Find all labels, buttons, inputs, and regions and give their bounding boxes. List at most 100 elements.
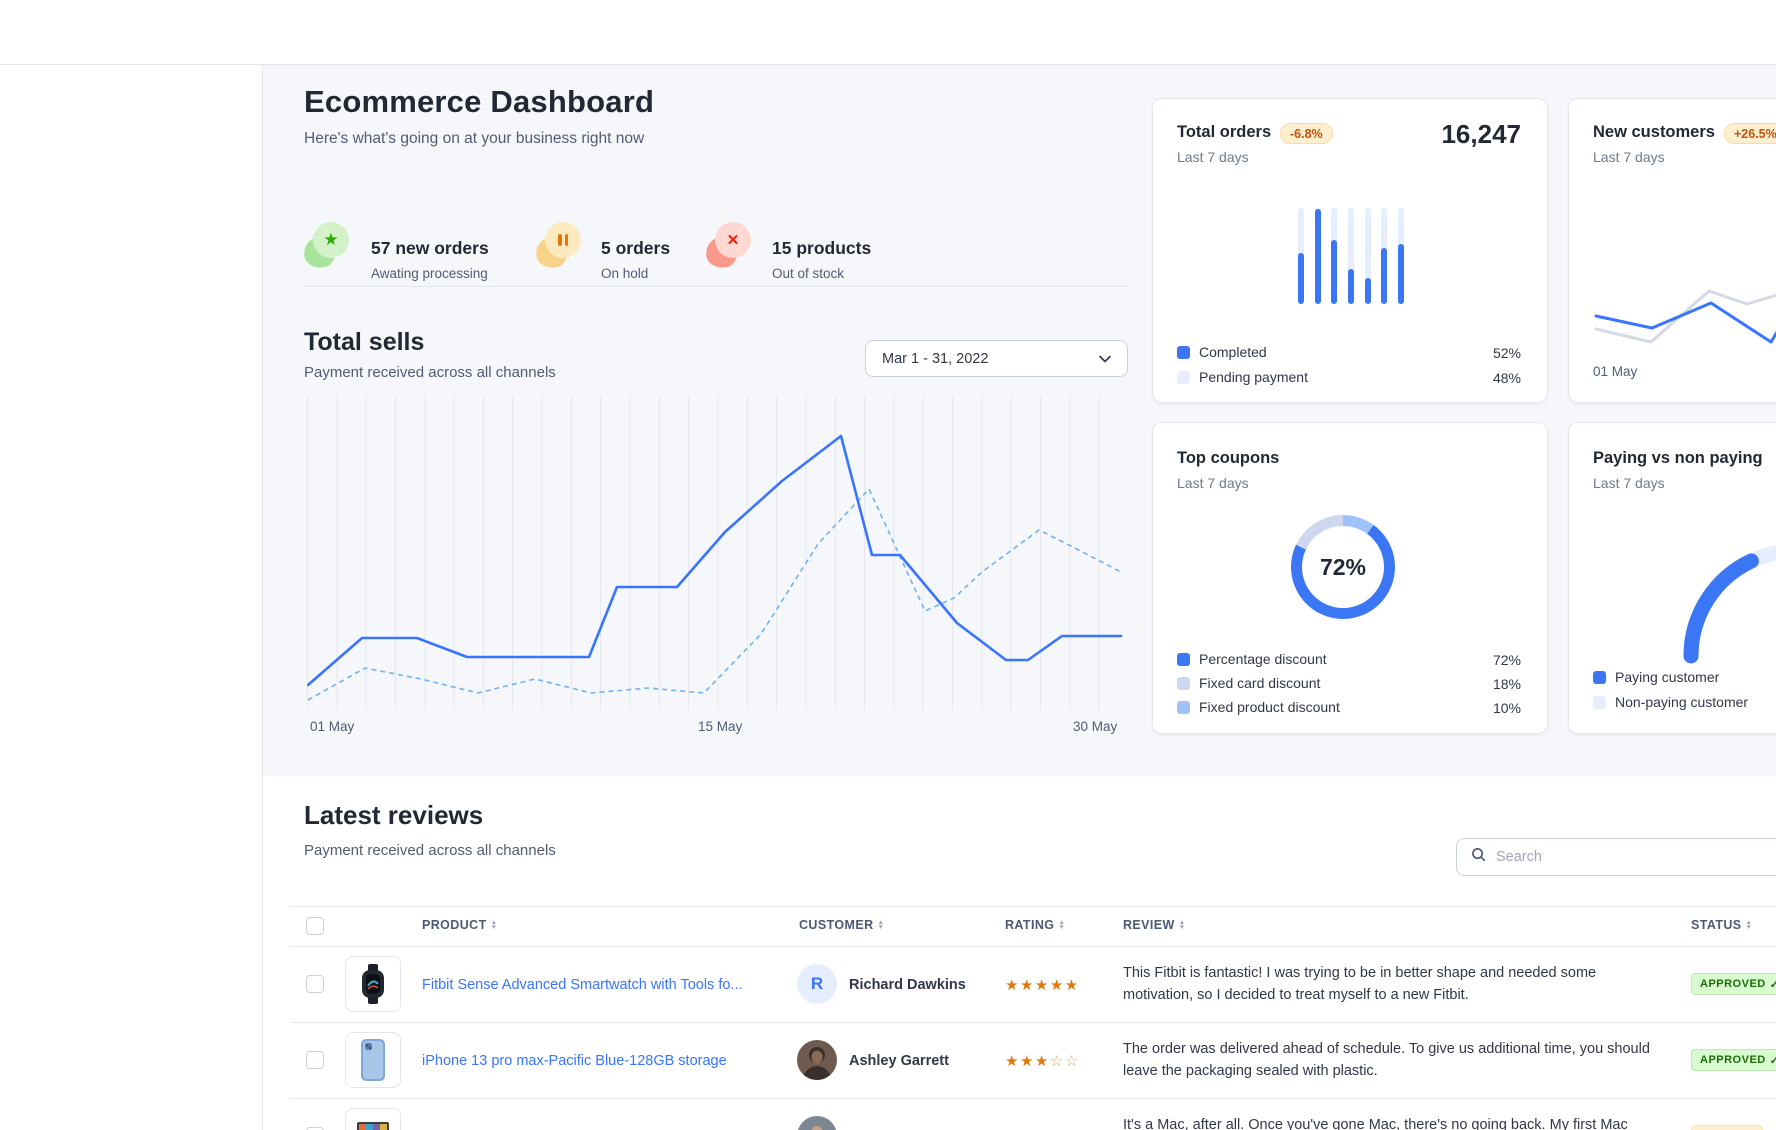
customers-line-secondary [1594,289,1776,344]
top-coupons-card: Top coupons Last 7 days 72% Percentage d… [1152,422,1548,734]
customers-line-primary [1594,301,1776,344]
sort-icon[interactable]: ▲ ▼ [1745,919,1753,931]
date-range-select[interactable]: Mar 1 - 31, 2022 [865,340,1128,377]
avatar-photo [797,1116,837,1130]
column-header-review[interactable]: REVIEW ▲ ▼ [1123,918,1186,932]
product-link[interactable]: Fitbit Sense Advanced Smartwatch with To… [422,977,743,993]
table-border [290,906,1776,907]
star-icon: ★ [323,230,339,249]
sort-icon[interactable]: ▲ ▼ [877,919,885,931]
product-link[interactable]: iPhone 13 pro max-Pacific Blue-128GB sto… [422,1053,727,1069]
chevron-down-icon [1099,355,1111,362]
row-checkbox[interactable] [306,1127,324,1130]
card-title: Top coupons [1177,449,1280,467]
reviews-background [263,776,1776,1130]
pending-value: 48% [1492,370,1521,386]
pause-icon [558,234,568,246]
total-orders-value: 16,247 [1441,119,1521,149]
x-axis-label: 01 May [1593,364,1638,379]
legend-swatch [1177,676,1190,690]
legend-swatch [1177,652,1190,666]
table-divider [290,946,1776,947]
orders-bar-chart [1298,208,1404,304]
card-title: Paying vs non paying [1593,449,1763,467]
review-text: This Fitbit is fantastic! I was trying t… [1123,965,1597,1003]
total-sells-subtitle: Payment received across all channels [304,364,556,381]
card-period: Last 7 days [1177,475,1249,491]
reviews-search-input[interactable] [1496,849,1736,865]
avatar: R [797,964,837,1004]
legend-swatch [1593,695,1606,709]
status-badge: APPROVED ✓ [1691,1049,1776,1071]
product-thumbnail-macbook[interactable] [345,1108,401,1130]
legend-value: 72% [1492,652,1521,668]
legend-paying-customer: Paying customer [1593,669,1719,685]
x-axis-label: 15 May [698,719,743,734]
paying-gauge [1683,545,1776,664]
latest-reviews-title: Latest reviews [304,800,484,830]
paying-vs-nonpaying-card: Paying vs non paying Last 7 days Paying … [1568,422,1776,734]
search-icon [1471,847,1486,867]
row-checkbox[interactable] [306,975,324,993]
card-title: New customers [1593,123,1715,141]
trend-badge: -6.8% [1280,123,1333,144]
page-subtitle: Here's what's going on at your business … [304,130,645,147]
sort-icon[interactable]: ▲ ▼ [1058,919,1066,931]
out-of-stock-icon: ✕ [703,222,754,271]
status-badge: APPROVED ✓ [1691,973,1776,995]
new-customers-chart [1594,289,1776,344]
stat-orders-on-hold: 5 orders On hold [601,238,671,281]
check-icon: ✓ [1769,1054,1776,1067]
card-title: Total orders [1177,123,1272,141]
rating-stars: ★★★☆☆ [1005,1053,1080,1070]
x-axis-label: 01 May [310,719,355,734]
sells-line-primary [307,434,1123,687]
new-customers-card: New customers +26.5% Last 7 days 01 May [1568,98,1776,403]
column-header-rating[interactable]: RATING ▲ ▼ [1005,918,1066,932]
table-divider [290,1098,1776,1099]
legend-swatch [1593,670,1606,684]
legend-swatch [1177,370,1190,384]
legend-value: 18% [1492,676,1521,692]
check-icon: ✓ [1769,978,1776,991]
column-header-status[interactable]: STATUS ▲ ▼ [1691,918,1753,932]
coupons-donut: 72% [1291,515,1395,619]
status-badge: PENDING [1691,1125,1763,1130]
legend-swatch [1177,345,1190,359]
reviews-search[interactable] [1456,838,1776,876]
orders-on-hold-icon [533,222,584,271]
stat-out-of-stock: 15 products Out of stock [772,238,872,281]
avatar-photo [797,1040,837,1080]
row-checkbox[interactable] [306,1051,324,1069]
select-all-checkbox[interactable] [306,917,324,935]
trend-badge: +26.5% [1724,123,1776,144]
new-orders-icon: ★ [301,222,352,271]
legend-swatch [1177,700,1190,714]
review-text: It's a Mac, after all. Once you've gone … [1123,1117,1628,1130]
rating-stars: ★★★★★ [1005,977,1080,994]
topbar [0,0,1776,65]
legend-fixed-card-discount: Fixed card discount [1177,675,1320,691]
sidebar [0,65,263,1130]
column-header-product[interactable]: PRODUCT ▲ ▼ [422,918,498,932]
x-icon: ✕ [726,232,740,249]
review-text: The order was delivered ahead of schedul… [1123,1041,1650,1079]
product-thumbnail-smartwatch[interactable] [345,956,401,1012]
table-divider [290,1022,1776,1023]
sells-line-secondary [307,488,1122,701]
gauge-fill [1683,545,1776,664]
donut-center-value: 72% [1319,553,1367,580]
legend-completed: Completed [1177,344,1267,360]
legend-nonpaying-customer: Non-paying customer [1593,694,1748,710]
sort-icon[interactable]: ▲ ▼ [1178,919,1186,931]
total-orders-card: Total orders -6.8% Last 7 days 16,247 Co… [1152,98,1548,403]
section-divider [304,286,1128,287]
card-period: Last 7 days [1177,149,1249,165]
card-period: Last 7 days [1593,475,1665,491]
product-thumbnail-iphone[interactable] [345,1032,401,1088]
page-title: Ecommerce Dashboard [304,84,655,119]
column-header-customer[interactable]: CUSTOMER ▲ ▼ [799,918,885,932]
sort-icon[interactable]: ▲ ▼ [490,919,498,931]
legend-pending: Pending payment [1177,369,1308,385]
latest-reviews-subtitle: Payment received across all channels [304,842,556,859]
